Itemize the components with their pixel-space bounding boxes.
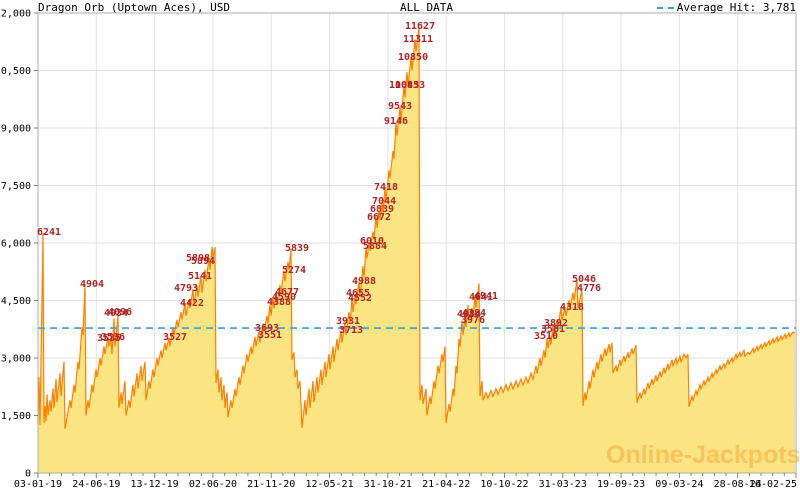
- x-tick-label: 31-03-23: [539, 479, 587, 490]
- peak-annotation: 3536: [101, 332, 125, 343]
- peak-annotation: 4904: [80, 279, 104, 290]
- x-tick-label: 21-04-22: [422, 479, 470, 490]
- x-tick-label: 16-02-25: [749, 479, 797, 490]
- peak-annotation: 4034: [104, 308, 128, 319]
- peak-annotation: 5898: [186, 253, 210, 264]
- y-tick-label: 1,500: [1, 411, 31, 422]
- peak-annotation: 4590: [272, 292, 296, 303]
- peak-annotation: 6839: [370, 204, 394, 215]
- peak-annotation: 4084: [457, 309, 481, 320]
- peak-annotation: 4988: [352, 276, 376, 287]
- peak-annotation: 4318: [560, 302, 584, 313]
- peak-annotation: 5839: [285, 243, 309, 254]
- peak-annotation: 3693: [255, 323, 279, 334]
- peak-annotation: 10453: [395, 80, 425, 91]
- x-tick-label: 02-06-20: [189, 479, 237, 490]
- peak-annotation: 3892: [544, 318, 568, 329]
- y-tick-label: 10,500: [0, 66, 31, 77]
- x-tick-label: 12-05-21: [305, 479, 353, 490]
- peak-annotation: 3510: [534, 331, 558, 342]
- peak-annotation: 3581: [541, 324, 565, 335]
- x-tick-label: 19-09-23: [597, 479, 645, 490]
- peak-annotation: 5046: [572, 274, 596, 285]
- peak-annotation: 11627: [405, 21, 435, 32]
- x-tick-label: 31-10-21: [364, 479, 412, 490]
- legend-average-hit-label: Average Hit: 3,781: [676, 1, 796, 14]
- y-tick-label: 0: [25, 469, 31, 480]
- y-tick-label: 3,000: [1, 354, 31, 365]
- peak-annotation: 3527: [163, 332, 187, 343]
- peak-annotation: 7418: [374, 182, 398, 193]
- peak-annotation: 6672: [367, 212, 391, 223]
- peak-annotation: 5274: [282, 265, 306, 276]
- peak-annotation: 5141: [188, 271, 212, 282]
- peak-annotation: 9146: [384, 116, 408, 127]
- peak-annotation: 6241: [37, 227, 61, 238]
- peak-annotation: 4422: [180, 298, 204, 309]
- watermark: Online-Jackpots.biz: [606, 441, 800, 469]
- x-tick-label: 21-11-20: [247, 479, 295, 490]
- peak-annotation: 4388: [267, 297, 291, 308]
- peak-annotation: 9543: [388, 101, 412, 112]
- peak-annotation: 3931: [336, 316, 360, 327]
- x-tick-label: 28-08-24: [714, 479, 762, 490]
- peak-annotation: 3551: [258, 330, 282, 341]
- y-tick-label: 9,000: [1, 124, 31, 135]
- peak-annotation: 4096: [108, 307, 132, 318]
- jackpot-area: [38, 27, 795, 474]
- y-tick-label: 4,500: [1, 296, 31, 307]
- chart-range-label: ALL DATA: [400, 1, 453, 14]
- x-tick-label: 09-03-24: [655, 479, 703, 490]
- peak-annotation: 11311: [403, 34, 433, 45]
- y-tick-label: 6,000: [1, 239, 31, 250]
- peak-annotation: 4793: [174, 283, 198, 294]
- peak-annotation: 5894: [191, 256, 215, 267]
- chart-title: Dragon Orb (Uptown Aces), USD: [38, 1, 231, 14]
- x-tick-label: 03-01-19: [14, 479, 62, 490]
- peak-annotation: 10083: [389, 80, 419, 91]
- peak-annotation: 4552: [348, 293, 372, 304]
- peak-annotation: 3713: [339, 325, 363, 336]
- y-tick-label: 7,500: [1, 181, 31, 192]
- peak-annotation: 4655: [346, 288, 370, 299]
- x-tick-label: 24-06-19: [72, 479, 120, 490]
- x-tick-label: 13-12-19: [131, 479, 179, 490]
- peak-annotation: 5884: [363, 241, 387, 252]
- peak-annotation: 4641: [469, 292, 493, 303]
- average-line-dash-icon: [656, 6, 674, 9]
- jackpot-line: [37, 27, 796, 430]
- peak-annotation: 3535: [97, 333, 121, 344]
- x-tick-label: 10-10-22: [480, 479, 528, 490]
- peak-annotation: 10850: [398, 52, 428, 63]
- peak-annotation: 4384: [462, 308, 486, 319]
- peak-annotation: 4941: [474, 291, 498, 302]
- peak-annotation: 4776: [577, 283, 601, 294]
- peak-annotation: 4677: [275, 287, 299, 298]
- peak-annotation: 3976: [461, 315, 485, 326]
- legend: Average Hit: 3,781: [656, 1, 796, 14]
- peak-annotation: 7044: [372, 196, 396, 207]
- peak-annotation: 6010: [360, 236, 384, 247]
- y-tick-label: 12,000: [0, 9, 31, 20]
